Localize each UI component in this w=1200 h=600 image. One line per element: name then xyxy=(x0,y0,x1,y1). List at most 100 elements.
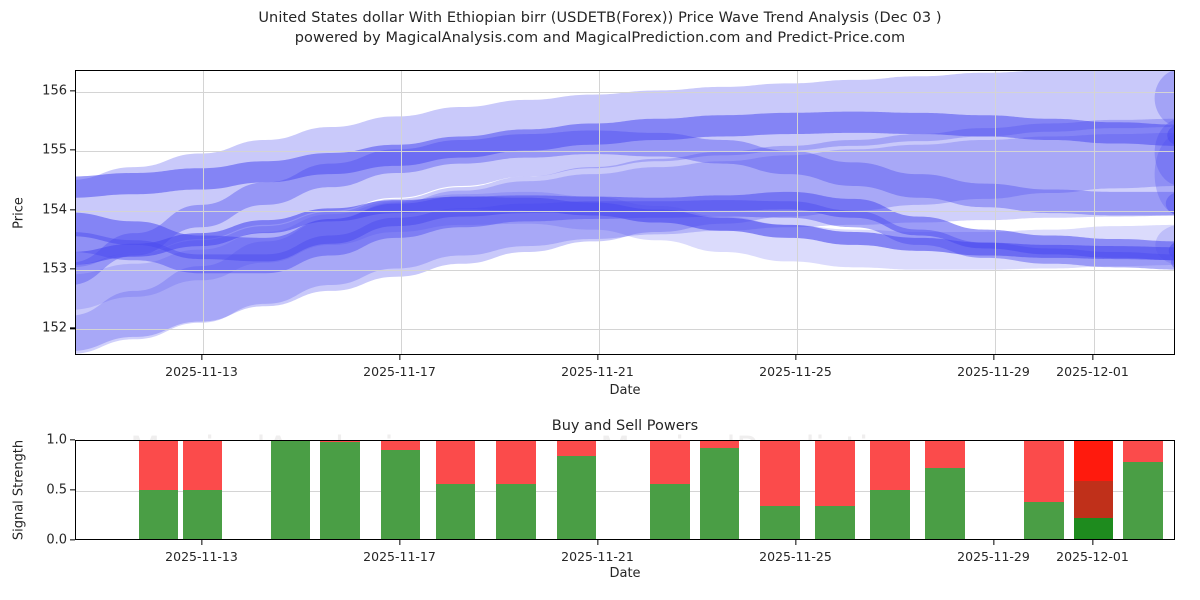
segment-buy xyxy=(320,442,360,539)
signal-bar[interactable] xyxy=(380,441,421,539)
y-tick-mark xyxy=(70,208,75,211)
y-tick-mark xyxy=(70,439,75,441)
wave-band-cap xyxy=(1165,193,1174,215)
segment-sell xyxy=(815,441,855,506)
x-tick-label: 2025-11-13 xyxy=(165,549,238,564)
segment-buy xyxy=(760,506,800,539)
x-tick-label: 2025-12-01 xyxy=(1056,549,1129,564)
signal-bar[interactable] xyxy=(270,441,311,539)
y-tick-label: 156 xyxy=(42,83,67,99)
segment-sell xyxy=(650,441,690,484)
segment-buy xyxy=(380,450,421,539)
gridline-horizontal xyxy=(76,269,1174,271)
segment-sell xyxy=(760,441,800,506)
gridline-vertical xyxy=(598,71,600,354)
wave-bands-svg xyxy=(76,71,1174,354)
wave-band xyxy=(76,196,1174,265)
segment-sell xyxy=(320,441,360,442)
x-tick-mark xyxy=(794,355,797,360)
segment-buy xyxy=(1123,462,1163,539)
signal-bar[interactable] xyxy=(925,441,965,539)
x-tick-mark xyxy=(596,540,599,545)
segment-buy xyxy=(650,484,690,539)
y-tick-label: 1.0 xyxy=(46,432,67,448)
signal-bar[interactable] xyxy=(138,441,179,539)
segment-sell xyxy=(870,441,910,490)
x-tick-label: 2025-11-21 xyxy=(561,364,634,379)
x-tick-mark xyxy=(1091,540,1094,545)
x-tick-mark xyxy=(200,355,203,360)
signal-bar[interactable] xyxy=(870,441,910,539)
gridline-horizontal xyxy=(76,491,1174,492)
x-tick-label: 2025-11-29 xyxy=(957,364,1030,379)
price-axis-label: Price xyxy=(11,196,27,229)
signal-bar[interactable] xyxy=(699,441,740,539)
y-tick-label: 0.5 xyxy=(46,482,67,498)
wave-band-cap xyxy=(1155,225,1174,265)
signal-bar[interactable] xyxy=(320,441,360,539)
x-tick-mark xyxy=(794,540,797,545)
wave-band-cap xyxy=(1154,134,1174,215)
signal-bar[interactable] xyxy=(760,441,800,539)
wave-band xyxy=(76,132,1174,354)
buy-sell-plot-area xyxy=(75,440,1175,540)
gridline-vertical xyxy=(202,71,204,354)
x-tick-label: 2025-11-17 xyxy=(363,364,436,379)
price-wave-chart: Price Date 152 153 154 155 156 2025-11-13 2025… xyxy=(12,70,1175,398)
segment-buy xyxy=(138,490,179,539)
x-tick-mark xyxy=(200,540,203,545)
y-tick-mark xyxy=(70,327,75,329)
segment-buy xyxy=(699,448,740,539)
gridline-horizontal xyxy=(76,329,1174,331)
buy-sell-powers-chart: Signal Strength Date 0.0 0.5 1.0 2025-11-13… xyxy=(12,433,1175,581)
x-tick-label: 2025-12-01 xyxy=(1056,364,1129,379)
wave-band xyxy=(76,191,1174,310)
signal-bar[interactable] xyxy=(496,441,536,539)
segment-buy xyxy=(182,490,223,539)
signal-bar[interactable] xyxy=(1073,441,1114,539)
gridline-horizontal xyxy=(76,151,1174,153)
segment-buy xyxy=(556,456,597,539)
x-tick-label: 2025-11-13 xyxy=(165,364,238,379)
signal-bar[interactable] xyxy=(815,441,855,539)
wave-band-cap xyxy=(1172,249,1174,258)
y-tick-label: 155 xyxy=(42,142,67,158)
signal-bar[interactable] xyxy=(556,441,597,539)
segment-buy xyxy=(435,484,476,539)
gridline-vertical xyxy=(994,71,996,354)
segment-sell xyxy=(138,441,179,490)
signal-bar[interactable] xyxy=(650,441,690,539)
y-tick-mark xyxy=(70,539,75,541)
x-tick-label: 2025-11-21 xyxy=(561,549,634,564)
y-tick-mark xyxy=(70,489,75,491)
x-tick-mark xyxy=(398,355,401,360)
signal-bar[interactable] xyxy=(1024,441,1064,539)
y-tick-mark xyxy=(70,149,75,151)
segment-sell-dark xyxy=(1073,481,1114,518)
y-tick-mark xyxy=(70,90,75,92)
wave-band xyxy=(76,118,1174,351)
date-axis-label-bottom: Date xyxy=(609,566,641,581)
wave-band xyxy=(76,111,1174,198)
segment-sell xyxy=(496,441,536,484)
y-tick-label: 153 xyxy=(42,261,67,277)
signal-bar[interactable] xyxy=(1123,441,1163,539)
segment-buy xyxy=(815,506,855,539)
x-tick-mark xyxy=(992,540,995,545)
y-tick-label: 154 xyxy=(42,202,67,218)
segment-sell xyxy=(699,441,740,448)
wave-band-cap xyxy=(1167,126,1174,145)
signal-strength-axis-label: Signal Strength xyxy=(11,439,27,541)
segment-sell-bright xyxy=(1073,441,1114,481)
x-tick-mark xyxy=(596,355,599,360)
segment-buy xyxy=(496,484,536,539)
segment-sell xyxy=(435,441,476,484)
signal-bar[interactable] xyxy=(435,441,476,539)
page-title: United States dollar With Ethiopian birr… xyxy=(0,8,1200,48)
x-tick-label: 2025-11-25 xyxy=(759,364,832,379)
signal-bar[interactable] xyxy=(182,441,223,539)
segment-sell xyxy=(182,441,223,490)
buy-sell-powers-title: Buy and Sell Powers xyxy=(551,418,699,434)
y-tick-mark xyxy=(70,268,75,270)
x-tick-mark xyxy=(398,540,401,545)
